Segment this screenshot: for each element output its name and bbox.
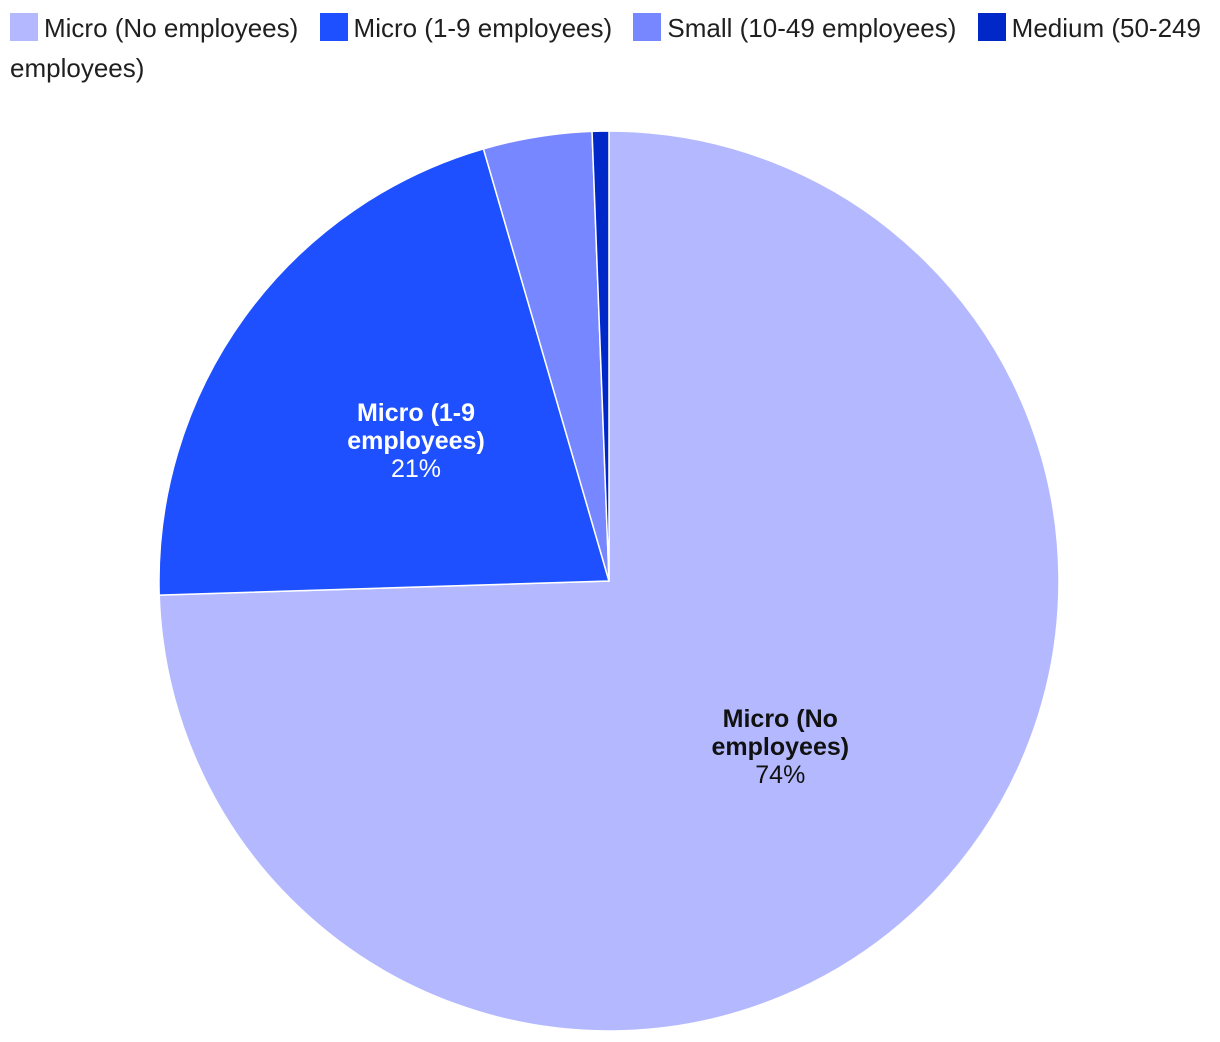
slice-label-name: Micro (No bbox=[723, 705, 838, 733]
slice-label-name: employees) bbox=[347, 427, 485, 455]
legend-swatch bbox=[633, 13, 662, 41]
legend-swatch bbox=[977, 13, 1006, 41]
legend-label: Micro (1-9 employees) bbox=[353, 13, 613, 43]
legend-swatch bbox=[319, 13, 348, 41]
slice-label-name: employees) bbox=[712, 733, 850, 761]
slice-label: Micro (No employees) 74% bbox=[712, 705, 850, 789]
pie-slice bbox=[591, 130, 610, 582]
legend-item: Medium (50-249 employees) bbox=[10, 13, 1201, 83]
legend-item: Small (10-49 employees) bbox=[633, 13, 956, 43]
slice-label-name: Micro (1-9 bbox=[357, 399, 475, 427]
pie-slice bbox=[158, 147, 610, 596]
legend-swatch bbox=[10, 13, 38, 41]
pie-labels: Micro (No employees) 74%Micro (1-9 employee… bbox=[347, 399, 849, 789]
pie-slices bbox=[158, 130, 1060, 1032]
legend-item: Micro (1-9 employees) bbox=[319, 13, 613, 43]
legend-label: Micro (No employees) bbox=[44, 13, 299, 43]
chart-legend: Micro (No employees) Micro (1-9 employee… bbox=[10, 8, 1210, 88]
legend-label: Medium (50-249 employees) bbox=[10, 13, 1201, 83]
legend-label: Small (10-49 employees) bbox=[667, 13, 957, 43]
slice-label-value: 74% bbox=[755, 761, 805, 789]
legend-item: Micro (No employees) bbox=[10, 13, 298, 43]
slice-label: Micro (1-9 employees) 21% bbox=[347, 399, 485, 483]
slice-label-value: 21% bbox=[391, 455, 441, 483]
